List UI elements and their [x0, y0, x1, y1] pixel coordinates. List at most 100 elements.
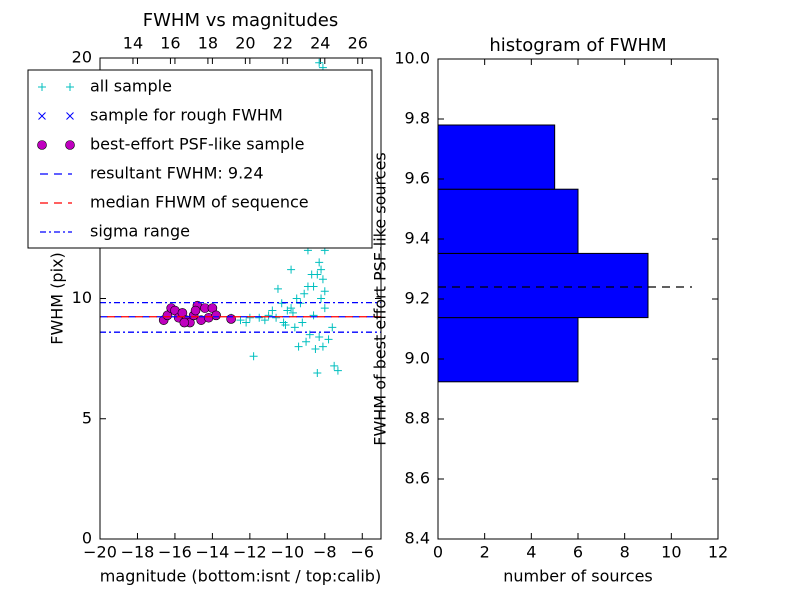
y-tick-label: 20 [72, 48, 92, 67]
y-axis-label: FWHM of best effort PSF-like sources [371, 152, 390, 446]
y-tick-label: 8.4 [405, 529, 430, 548]
y-axis-label: FWHM (pix) [48, 252, 67, 345]
x-tick-label: −12 [233, 543, 267, 562]
legend-label: sample for rough FWHM [90, 106, 283, 125]
x2-tick-label: 18 [198, 34, 218, 53]
point [320, 304, 329, 313]
legend-marker [66, 112, 74, 120]
point [315, 332, 324, 341]
legend-label: resultant FWHM: 9.24 [90, 164, 264, 183]
point [277, 299, 286, 308]
x-tick-label: 8 [620, 543, 630, 562]
point [290, 323, 299, 332]
x-axis-label: magnitude (bottom:isnt / top:calib) [100, 567, 381, 586]
point [305, 330, 314, 339]
point [260, 316, 269, 325]
y-tick-label: 10.0 [394, 49, 430, 68]
legend-marker [66, 83, 74, 91]
legend-box [27, 69, 373, 249]
point [294, 342, 303, 351]
y-tick-label: 9.8 [405, 109, 430, 128]
point [242, 318, 251, 327]
point [179, 317, 190, 328]
y-tick-label: 8.6 [405, 469, 430, 488]
point [245, 313, 254, 322]
legend-label: all sample [90, 77, 172, 96]
point [226, 314, 236, 324]
chart-title: histogram of FWHM [489, 35, 666, 56]
point [292, 294, 301, 303]
point [317, 294, 326, 303]
x2-tick-label: 26 [348, 34, 368, 53]
x-tick-label: −8 [313, 543, 337, 562]
y-tick-label: 10 [72, 288, 92, 307]
point [288, 308, 297, 317]
point [309, 311, 318, 320]
x-tick-label: 4 [526, 543, 536, 562]
bar [437, 252, 649, 319]
point [318, 275, 327, 284]
y-tick-label: 9.2 [405, 289, 430, 308]
point [255, 313, 264, 322]
point [264, 311, 273, 320]
point [273, 284, 282, 293]
point [317, 265, 326, 274]
legend-marker [38, 112, 46, 120]
legend-marker [38, 83, 46, 91]
x2-tick-label: 20 [235, 34, 255, 53]
point [211, 310, 221, 321]
point [333, 366, 342, 375]
x-tick-label: 0 [433, 543, 443, 562]
point [190, 305, 201, 316]
x-tick-label: 12 [708, 543, 728, 562]
point [318, 342, 327, 351]
y-tick-label: 5 [82, 408, 92, 427]
legend-label: median FHWM of sequence [90, 193, 309, 212]
point [311, 345, 320, 354]
point [268, 306, 277, 315]
y-tick-label: 9.4 [405, 229, 430, 248]
point [272, 313, 281, 322]
legend-marker [65, 140, 75, 150]
point [281, 320, 290, 329]
point [283, 306, 292, 315]
x-tick-label: 2 [480, 543, 490, 562]
legend-label: sigma range [90, 222, 190, 241]
legend-marker [37, 140, 47, 150]
point [303, 282, 312, 291]
point [313, 369, 322, 378]
point [307, 270, 316, 279]
point [328, 323, 337, 332]
point [320, 287, 329, 296]
x-tick-label: −10 [270, 543, 304, 562]
x2-tick-label: 16 [160, 34, 180, 53]
x-tick-label: −20 [83, 543, 117, 562]
x2-tick-label: 14 [123, 34, 143, 53]
legend-label: best-effort PSF-like sample [90, 135, 304, 154]
point [330, 361, 339, 370]
x-tick-label: 6 [573, 543, 583, 562]
point [298, 318, 307, 327]
x-tick-label: 10 [661, 543, 681, 562]
point [300, 289, 309, 298]
point [315, 258, 324, 267]
point [324, 335, 333, 344]
bar [437, 124, 556, 190]
x2-tick-label: 24 [310, 34, 330, 53]
x2-tick-label: 22 [273, 34, 293, 53]
x-tick-label: −18 [121, 543, 155, 562]
point [315, 58, 324, 67]
point [249, 352, 258, 361]
y-tick-label: 8.8 [405, 409, 430, 428]
bar [437, 188, 579, 254]
bar [437, 317, 579, 383]
x-axis-label: number of sources [503, 567, 653, 586]
point [236, 316, 245, 325]
point [302, 337, 311, 346]
point [287, 265, 296, 274]
y-tick-label: 0 [82, 529, 92, 548]
y-tick-label: 9.6 [405, 169, 430, 188]
chart-title: FWHM vs magnitudes [143, 10, 338, 31]
x-tick-label: −14 [196, 543, 230, 562]
